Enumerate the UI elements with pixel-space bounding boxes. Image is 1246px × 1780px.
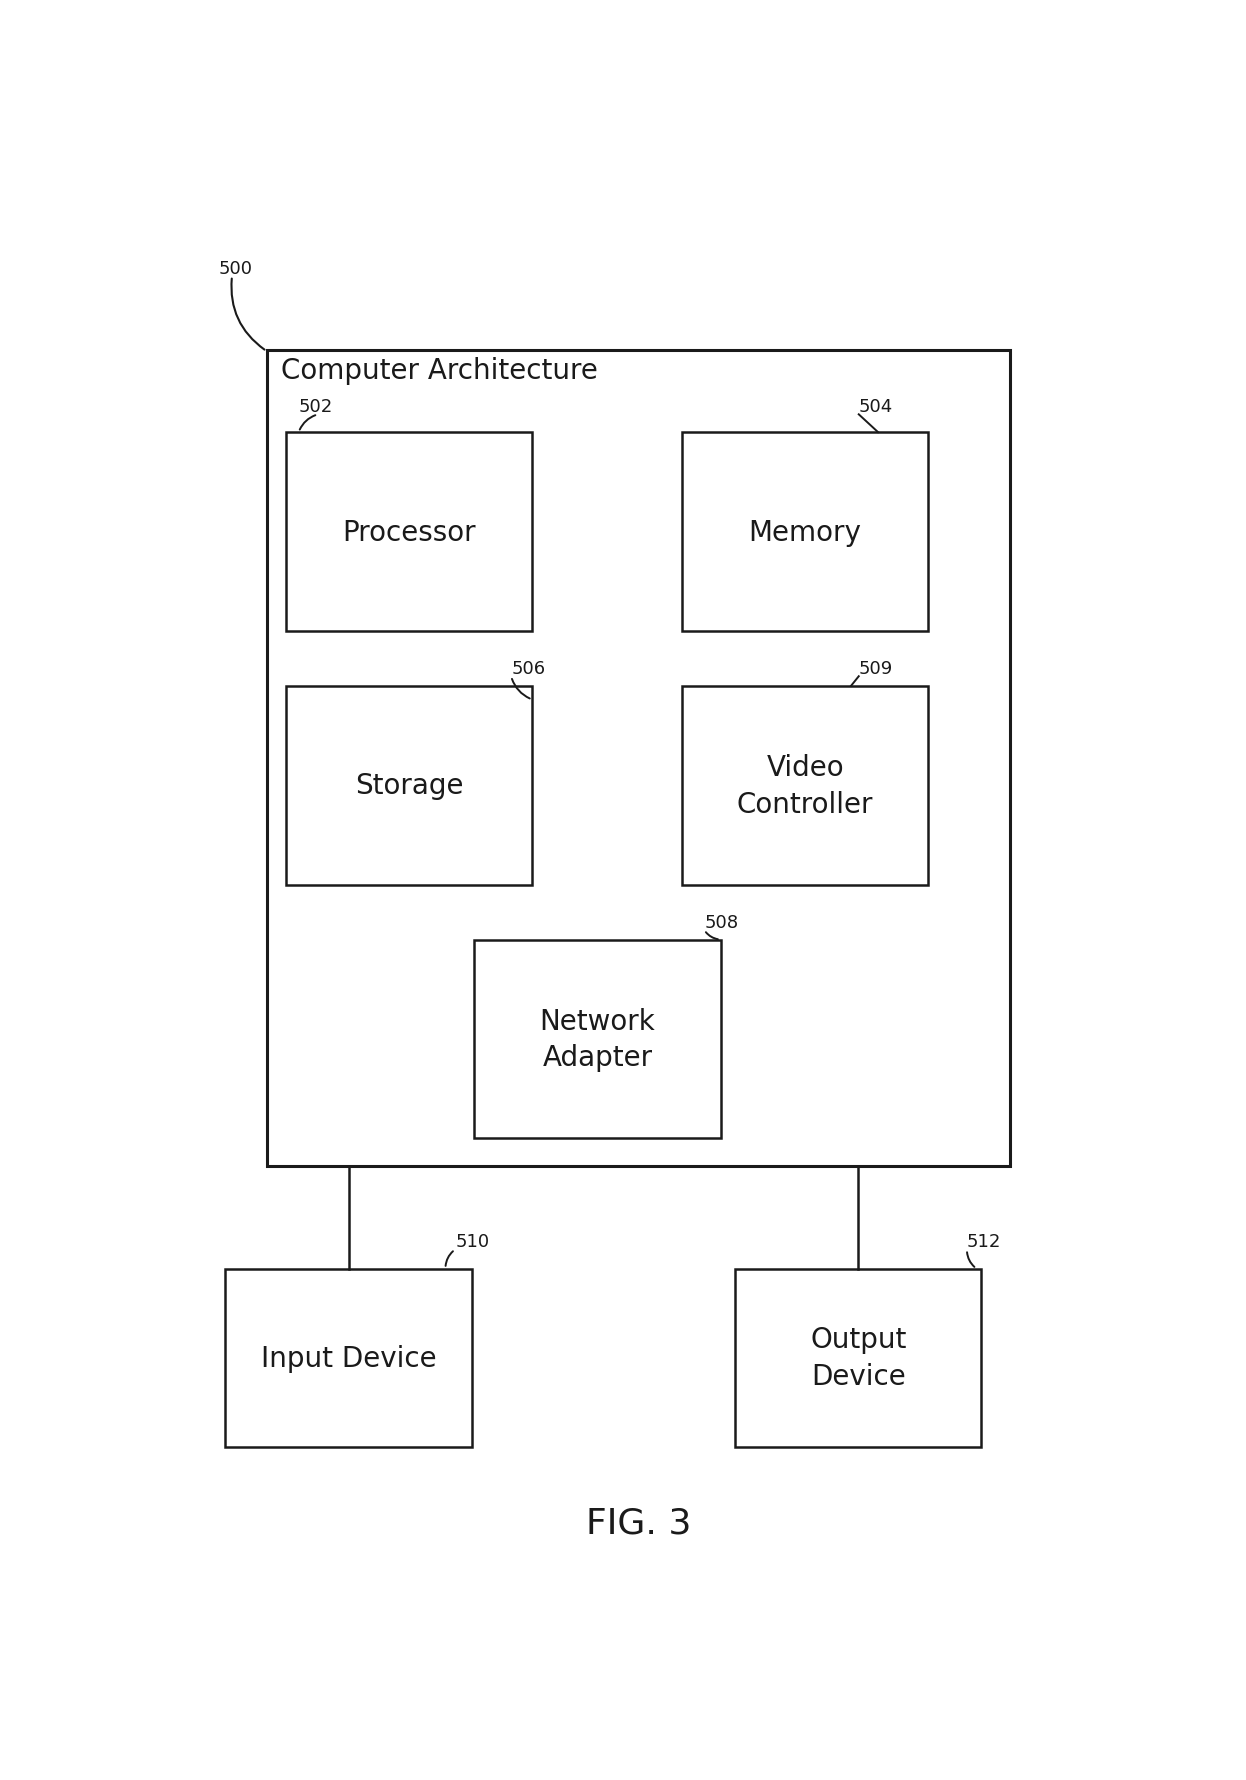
Text: FIG. 3: FIG. 3 (586, 1506, 692, 1540)
Text: 508: 508 (704, 913, 739, 931)
Text: Storage: Storage (355, 773, 464, 799)
Bar (267, 351, 1011, 1166)
Text: Input Device: Input Device (260, 1344, 436, 1372)
Text: Computer Architecture: Computer Architecture (282, 358, 598, 384)
Text: Processor: Processor (343, 518, 476, 546)
Bar (682, 433, 928, 632)
Text: 504: 504 (858, 399, 893, 417)
Text: Memory: Memory (749, 518, 861, 546)
Text: 506: 506 (511, 660, 546, 678)
Text: Output
Device: Output Device (810, 1326, 906, 1390)
Text: 500: 500 (218, 260, 253, 278)
Bar (287, 687, 532, 885)
Text: 510: 510 (455, 1232, 490, 1251)
Text: Video
Controller: Video Controller (736, 753, 873, 819)
Bar (475, 940, 720, 1139)
Text: 512: 512 (967, 1232, 1002, 1251)
Bar (682, 687, 928, 885)
Bar (735, 1269, 982, 1447)
Bar (226, 1269, 471, 1447)
Text: 509: 509 (858, 660, 893, 678)
Text: Network
Adapter: Network Adapter (540, 1007, 655, 1072)
Text: 502: 502 (299, 399, 333, 417)
Bar (287, 433, 532, 632)
